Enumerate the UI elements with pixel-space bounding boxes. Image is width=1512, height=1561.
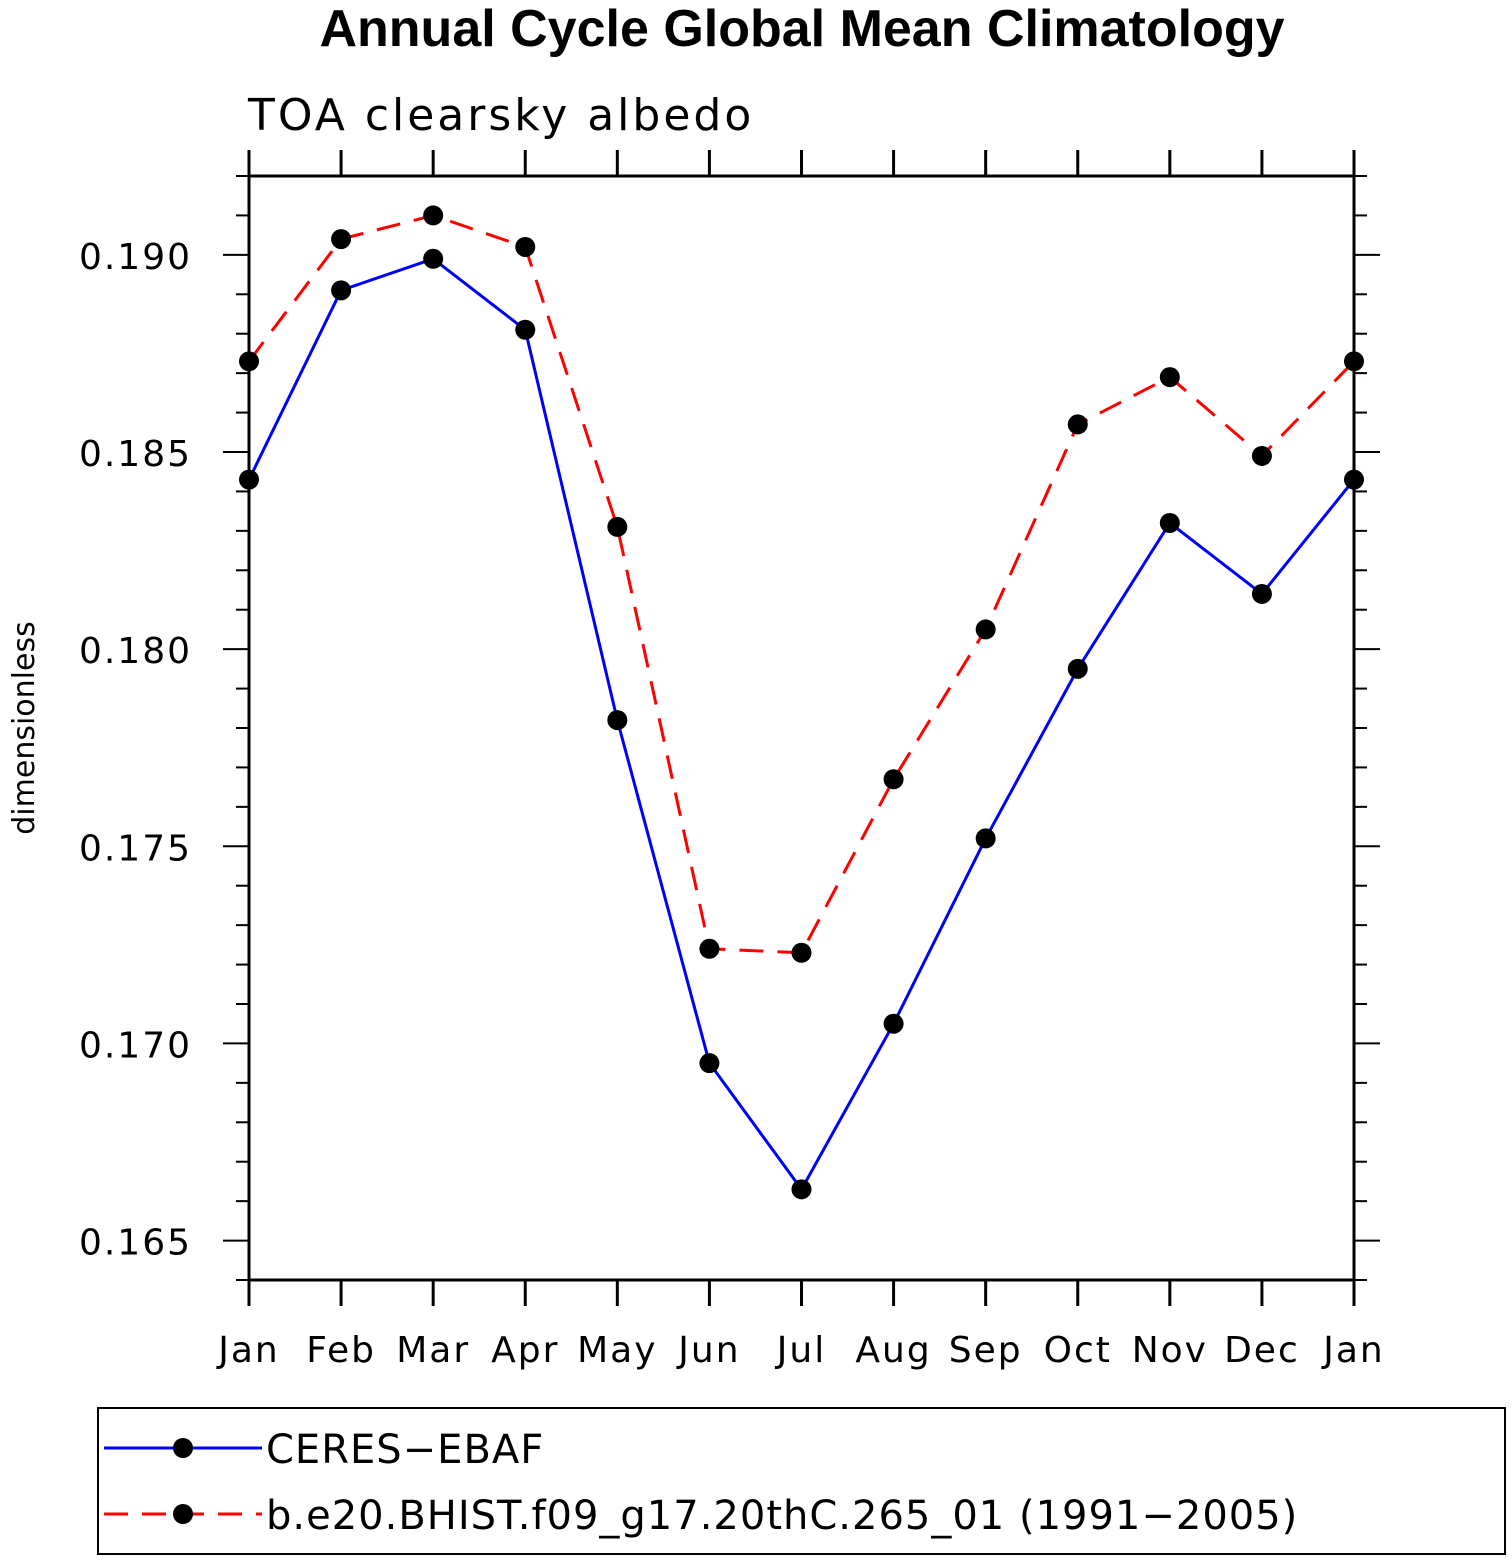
legend-label-ceres: CERES−EBAF: [266, 1427, 544, 1473]
y-tick-label: 0.180: [79, 631, 192, 672]
x-tick-label: May: [577, 1330, 657, 1371]
data-point-ceres: [1159, 512, 1180, 533]
legend: CERES−EBAF b.e20.BHIST.f09_g17.20thC.265…: [97, 1407, 1506, 1555]
y-tick-label: 0.170: [79, 1025, 192, 1066]
data-point-model: [423, 205, 444, 226]
data-point-model: [883, 769, 904, 790]
x-tick-label: Apr: [491, 1330, 559, 1371]
data-point-model: [1159, 367, 1180, 388]
data-point-model: [1067, 414, 1088, 435]
data-point-ceres: [515, 319, 536, 340]
legend-box: [97, 1407, 1506, 1555]
y-tick-label: 0.185: [79, 434, 192, 475]
y-tick-label: 0.190: [79, 237, 192, 278]
data-point-model: [331, 229, 352, 250]
data-point-model: [699, 938, 720, 959]
data-point-ceres: [607, 710, 628, 731]
y-tick-label: 0.175: [79, 828, 192, 869]
series-line-model: [247, 213, 1356, 955]
data-point-model: [1251, 445, 1272, 466]
x-tick-label: Dec: [1224, 1330, 1300, 1371]
x-tick-label: Sep: [949, 1330, 1023, 1371]
data-point-ceres: [699, 1053, 720, 1074]
data-point-model: [975, 619, 996, 640]
x-tick-label: Feb: [306, 1330, 376, 1371]
x-tick-label: Jul: [775, 1330, 826, 1371]
plot-frame: [247, 174, 1356, 1282]
series-group: [239, 205, 1364, 1200]
x-tick-label: Jan: [216, 1330, 280, 1371]
data-point-ceres: [791, 1179, 812, 1200]
data-point-ceres: [883, 1013, 904, 1034]
chart-title: Annual Cycle Global Mean Climatology: [319, 0, 1284, 58]
data-point-model: [515, 236, 536, 257]
legend-marker-model: [173, 1504, 193, 1524]
legend-marker-ceres: [173, 1438, 193, 1458]
x-tick-label: Nov: [1132, 1330, 1208, 1371]
data-point-model: [791, 942, 812, 963]
x-tick-label: Jan: [1321, 1330, 1385, 1371]
data-point-ceres: [975, 828, 996, 849]
tick-labels: Jan Feb Mar Apr May Jun Jul Aug Sep Oct Nov Dec Jan 0…: [79, 237, 1385, 1371]
x-tick-label: Jun: [676, 1330, 740, 1371]
x-tick-label: Oct: [1044, 1330, 1112, 1371]
data-point-ceres: [423, 248, 444, 269]
data-point-ceres: [1067, 658, 1088, 679]
y-axis-label: dimensionless: [7, 621, 42, 834]
axis-ticks: [223, 150, 1380, 1306]
data-point-ceres: [331, 280, 352, 301]
legend-label-model: b.e20.BHIST.f09_g17.20thC.265_01 (1991−2…: [266, 1493, 1298, 1539]
chart-subtitle: TOA clearsky albedo: [247, 90, 754, 141]
x-tick-label: Mar: [396, 1330, 470, 1371]
data-point-ceres: [1251, 583, 1272, 604]
series-line-ceres: [247, 257, 1356, 1193]
data-point-model: [607, 516, 628, 537]
x-tick-label: Aug: [855, 1330, 931, 1371]
y-tick-label: 0.165: [79, 1223, 192, 1264]
